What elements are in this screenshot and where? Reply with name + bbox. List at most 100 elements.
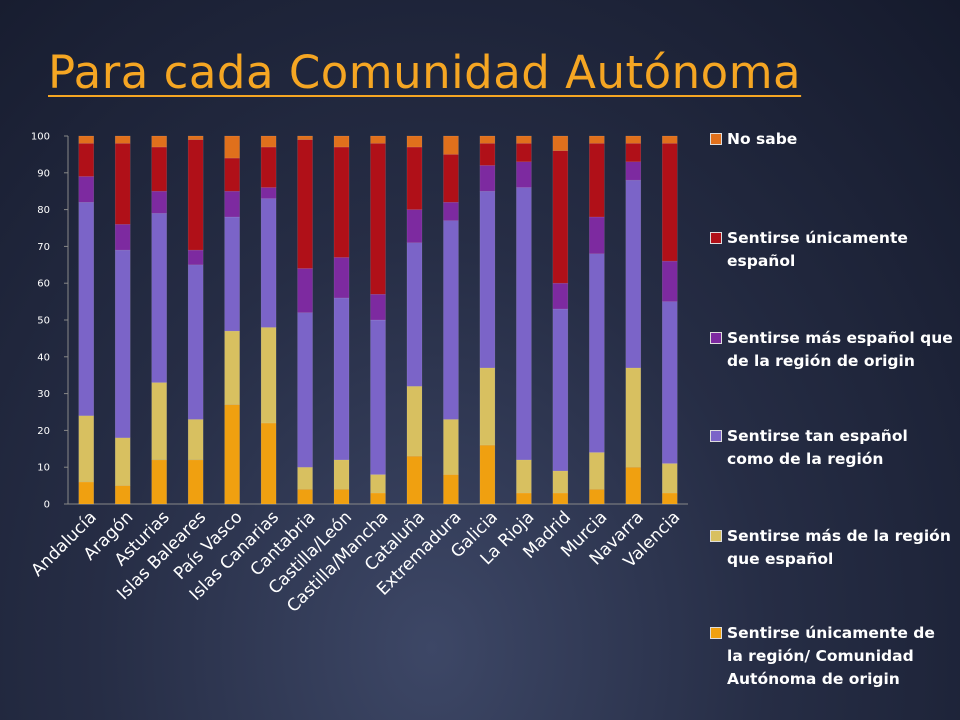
bar-segment-cataluña-s2	[406, 242, 423, 387]
bar-segment-islas-canarias-s4	[260, 146, 277, 188]
slide-title: Para cada Comunidad Autónoma	[48, 46, 802, 99]
y-tick-label: 60	[37, 279, 50, 290]
bar-segment-cantabria-s2	[297, 312, 313, 468]
bar-segment-valencia-s1	[662, 463, 678, 494]
y-tick-label: 10	[37, 463, 50, 474]
bar-segment-galicia-s3	[479, 165, 496, 192]
bar-segment-navarra-s5	[625, 135, 642, 144]
y-tick-label: 100	[31, 132, 50, 143]
bar-segment-islas-canarias-s3	[260, 187, 277, 199]
bar-segment-país-vasco-s1	[224, 330, 240, 405]
bar-segment-andalucía-s2	[78, 201, 94, 416]
legend-swatch	[710, 430, 722, 442]
bar-segment-la-rioja-s5	[516, 135, 532, 144]
bar-segment-castilla-mancha-s4	[370, 143, 386, 295]
bar-segment-cantabria-s5	[297, 135, 313, 140]
bar-segment-madrid-s2	[552, 308, 569, 472]
bar-segment-navarra-s2	[625, 179, 642, 369]
legend-swatch	[710, 133, 722, 145]
bar-segment-país-vasco-s5	[224, 135, 240, 159]
bar-segment-cantabria-s4	[297, 139, 313, 269]
bar-segment-asturias-s3	[151, 190, 167, 214]
bar-segment-extremadura-s4	[443, 154, 459, 203]
legend-swatch	[710, 627, 722, 639]
bar-segment-castilla-mancha-s1	[370, 474, 386, 494]
bar-segment-país-vasco-s2	[224, 216, 240, 332]
bar-segment-castilla-león-s3	[333, 257, 350, 299]
bar-segment-islas-baleares-s0	[187, 459, 204, 505]
bar-segment-islas-baleares-s3	[187, 249, 204, 266]
bar-segment-andalucía-s5	[78, 135, 94, 144]
bar-segment-madrid-s5	[552, 135, 569, 151]
legend: No sabe Sentirse únicamente español Sentir…	[710, 0, 960, 720]
bar-segment-islas-canarias-s0	[260, 422, 277, 505]
legend-label: Sentirse tan español como de la región	[727, 427, 908, 468]
legend-label: Sentirse más español que de la región de…	[727, 329, 953, 370]
legend-swatch	[710, 530, 722, 542]
bar-segment-extremadura-s2	[443, 220, 459, 420]
bar-segment-valencia-s0	[662, 492, 678, 505]
bar-segment-cantabria-s0	[297, 489, 313, 505]
bar-segment-asturias-s4	[151, 146, 167, 192]
bar-segment-galicia-s1	[479, 367, 496, 446]
bar-segment-murcia-s5	[589, 135, 605, 144]
bar-segment-islas-baleares-s4	[187, 139, 204, 251]
bar-segment-aragón-s5	[114, 135, 131, 144]
bar-segment-madrid-s0	[552, 492, 569, 505]
y-tick-label: 0	[44, 500, 50, 511]
bar-segment-madrid-s1	[552, 470, 569, 494]
bar-segment-asturias-s2	[151, 213, 167, 383]
bar-segment-aragón-s4	[114, 143, 131, 225]
bar-segment-país-vasco-s4	[224, 157, 240, 192]
bar-segment-islas-canarias-s2	[260, 198, 277, 328]
bar-segment-la-rioja-s1	[516, 459, 532, 494]
bar-segment-navarra-s4	[625, 143, 642, 163]
bar-segment-la-rioja-s4	[516, 143, 532, 163]
bar-segment-asturias-s5	[151, 135, 167, 148]
bar-segment-aragón-s1	[114, 437, 131, 486]
bar-segment-castilla-mancha-s5	[370, 135, 386, 144]
y-tick-label: 20	[37, 426, 50, 437]
bar-segment-islas-canarias-s5	[260, 135, 277, 148]
bar-segment-andalucía-s3	[78, 176, 94, 203]
y-tick-label: 70	[37, 242, 50, 253]
bar-segment-navarra-s0	[625, 466, 642, 505]
bar-segment-valencia-s2	[662, 301, 678, 464]
bar-segment-murcia-s1	[589, 452, 605, 490]
bar-segment-extremadura-s3	[443, 201, 459, 221]
bar-segment-castilla-león-s5	[333, 135, 350, 148]
bar-segment-galicia-s2	[479, 190, 496, 369]
bar-segment-madrid-s4	[552, 150, 569, 284]
legend-label: No sabe	[727, 130, 798, 148]
legend-label: Sentirse más de la región que español	[727, 527, 951, 568]
bar-segment-castilla-mancha-s2	[370, 319, 386, 475]
bar-segment-aragón-s3	[114, 224, 131, 251]
bar-segment-islas-baleares-s5	[187, 135, 204, 140]
y-tick-label: 50	[37, 316, 50, 327]
bar-segment-aragón-s2	[114, 249, 131, 439]
legend-swatch	[710, 332, 722, 344]
bar-segment-islas-baleares-s2	[187, 264, 204, 420]
y-tick-label: 40	[37, 352, 50, 363]
bar-segment-cataluña-s4	[406, 146, 423, 210]
bar-segment-madrid-s3	[552, 282, 569, 310]
bar-segment-la-rioja-s2	[516, 187, 532, 461]
bar-segment-valencia-s5	[662, 135, 678, 144]
bar-segment-cantabria-s1	[297, 466, 313, 490]
bar-segment-valencia-s4	[662, 143, 678, 262]
y-tick-label: 90	[37, 168, 50, 179]
bar-segment-asturias-s1	[151, 382, 167, 461]
y-ticks: 0 10 20 30 40 50 60 70 80 90 100	[31, 132, 68, 511]
bar-segment-país-vasco-s3	[224, 190, 240, 218]
legend-label: Sentirse únicamente español	[727, 229, 908, 270]
bar-segment-cantabria-s3	[297, 268, 313, 313]
bar-segment-castilla-león-s1	[333, 459, 350, 490]
bar-segment-castilla-mancha-s0	[370, 492, 386, 505]
bar-segment-murcia-s3	[589, 216, 605, 255]
bars	[78, 135, 678, 505]
bar-segment-la-rioja-s3	[516, 161, 532, 188]
bar-segment-cataluña-s0	[406, 455, 423, 505]
stacked-bar-chart: 0 10 20 30 40 50 60 70 80 90 100 AndalucíaAragónAs…	[28, 132, 688, 616]
bar-segment-cataluña-s3	[406, 209, 423, 243]
